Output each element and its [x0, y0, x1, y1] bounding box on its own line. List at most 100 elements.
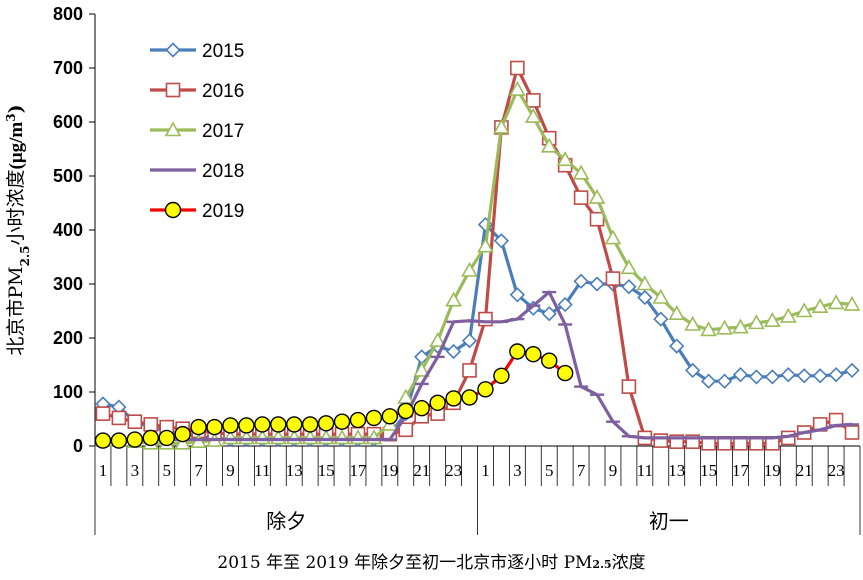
data-point-2019	[493, 367, 510, 384]
legend-label: 2018	[202, 161, 244, 182]
data-point-2016	[510, 60, 525, 76]
data-point-2016	[111, 410, 127, 426]
x-tick-label: 17	[732, 461, 750, 480]
data-point-2017	[763, 312, 781, 328]
data-point-2015	[621, 279, 637, 295]
caption-subscript: 2.5	[592, 558, 612, 571]
data-point-2019	[222, 417, 239, 434]
data-point-2015	[700, 373, 717, 389]
data-point-2016	[621, 379, 637, 394]
data-point-2016	[605, 271, 621, 286]
legend-marker	[164, 201, 182, 219]
data-point-2015	[573, 273, 589, 289]
x-tick-label: 19	[381, 461, 398, 480]
x-tick-label: 1	[481, 461, 490, 480]
data-point-2017	[748, 314, 765, 330]
data-point-2015	[716, 373, 733, 389]
data-point-2017	[572, 164, 590, 180]
data-point-2017	[429, 332, 447, 348]
data-point-2019	[333, 413, 351, 430]
x-tick-label: 15	[700, 461, 717, 480]
x-tick-label: 13	[668, 461, 685, 480]
data-point-2019	[254, 416, 271, 433]
legend-item-2019: 2019	[150, 201, 244, 222]
y-axis-title-sup: 3	[4, 113, 18, 121]
data-point-2016	[143, 417, 159, 432]
y-axis-label: 北京市PM2.5小时浓度(μg/m3)	[4, 104, 32, 355]
y-tick-label: 400	[53, 220, 83, 240]
data-point-2017	[811, 298, 829, 313]
data-point-2017	[636, 275, 654, 291]
x-tick-label: 7	[194, 461, 203, 480]
legend: 2015 2016 2017 2018 2019	[150, 41, 244, 222]
pm25-line-chart: 北京市PM2.5小时浓度(μg/m3) 0 100 200 300 400 500 600 7…	[4, 4, 861, 535]
caption-pre: 2015 年至 2019 年除夕至初一北京市逐小时 PM	[217, 553, 593, 573]
data-point-2017	[477, 237, 494, 253]
data-point-2019	[541, 352, 558, 369]
data-point-2019	[525, 346, 542, 363]
legend-marker	[164, 121, 182, 137]
x-tick-label: 11	[637, 461, 653, 480]
y-axis-title-unit: (μg/m	[6, 122, 27, 170]
legend-item-2015: 2015	[150, 41, 244, 62]
data-point-2016	[127, 414, 143, 430]
data-point-2017	[795, 302, 813, 318]
x-tick-label: 9	[226, 461, 235, 480]
data-point-2017	[843, 295, 861, 311]
data-point-2017	[652, 288, 670, 304]
data-point-2017	[716, 319, 733, 335]
series-layer	[94, 60, 861, 451]
data-point-2015	[493, 233, 510, 249]
y-tick-label: 300	[53, 274, 83, 294]
y-tick-label: 200	[53, 328, 83, 348]
x-tick-label: 17	[349, 461, 367, 480]
legend-item-2018: 2018	[150, 161, 244, 182]
data-point-2017	[174, 434, 192, 450]
data-point-2015	[780, 367, 796, 383]
data-point-2017	[604, 229, 622, 245]
legend-marker	[165, 82, 181, 98]
data-point-2015	[732, 367, 749, 383]
y-tick-label: 500	[53, 166, 83, 186]
y-axis-title-part: 北京市PM	[5, 266, 27, 355]
data-point-2019	[461, 389, 478, 406]
legend-label: 2015	[202, 41, 244, 62]
data-point-2016	[462, 363, 477, 378]
y-axis-title-sub: 2.5	[18, 245, 32, 266]
y-axis-title-part: 小时浓度	[5, 169, 27, 245]
data-point-2019	[413, 400, 430, 417]
x-tick-label: 5	[545, 461, 554, 480]
data-point-2019	[317, 415, 335, 432]
series-2018	[95, 290, 860, 442]
data-point-2015	[557, 296, 573, 313]
data-point-2015	[764, 369, 780, 385]
data-point-2019	[477, 381, 494, 398]
data-point-2015	[828, 367, 844, 383]
x-tick-label: 9	[609, 461, 618, 480]
x-tick-label: 21	[796, 461, 813, 480]
legend-marker	[165, 42, 181, 58]
data-point-2015	[541, 306, 557, 322]
y-tick-label: 0	[73, 436, 83, 456]
y-axis-title: 北京市PM2.5小时浓度(μg/m3)	[4, 104, 32, 355]
data-point-2017	[732, 318, 749, 334]
data-point-2017	[540, 137, 558, 153]
y-tick-label: 600	[53, 112, 83, 132]
data-point-2019	[190, 418, 207, 436]
data-point-2019	[445, 390, 462, 407]
legend-label: 2016	[202, 81, 244, 102]
x-tick-label: 3	[131, 461, 140, 480]
series-line-2018	[102, 290, 853, 442]
data-point-2019	[349, 411, 367, 429]
x-tick-label: 23	[828, 461, 845, 480]
data-point-2015	[669, 338, 685, 354]
x-tick-label: 19	[764, 461, 781, 480]
y-tick-label: 100	[53, 382, 83, 402]
data-point-2017	[668, 305, 686, 321]
data-point-2019	[509, 343, 526, 360]
data-point-2016	[573, 190, 589, 205]
data-point-2017	[445, 291, 462, 307]
legend-item-2016: 2016	[150, 81, 244, 102]
data-point-2015	[509, 287, 525, 303]
data-point-2016	[844, 425, 860, 440]
